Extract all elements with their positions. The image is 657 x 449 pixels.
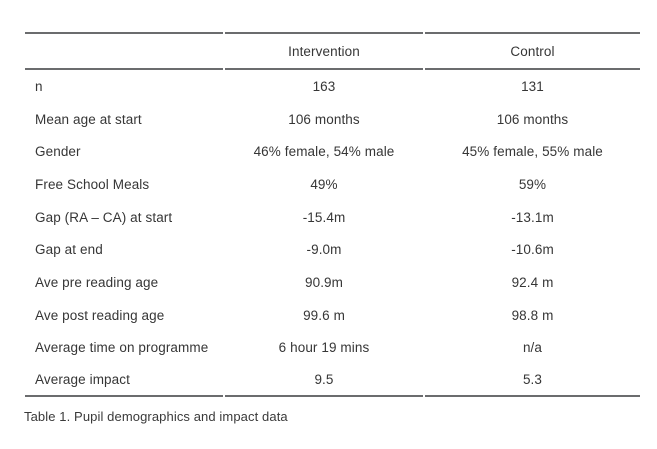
control-cell: 5.3 [425, 364, 640, 397]
row-label-cell: n [35, 78, 43, 94]
table-row: Ave pre reading age 90.9m 92.4 m [25, 266, 640, 299]
column-header-control: Control [425, 32, 640, 70]
row-label-cell: Gap (RA – CA) at start [35, 209, 173, 225]
intervention-cell: 6 hour 19 mins [278, 340, 370, 356]
table-row: n 163 131 [25, 70, 640, 103]
table-caption: Table 1. Pupil demographics and impact d… [24, 409, 288, 424]
row-label-cell: Ave pre reading age [35, 274, 159, 290]
intervention-cell: -9.0m [306, 242, 342, 258]
intervention-cell: -15.4m [302, 209, 346, 225]
control-cell: 92.4 m [511, 274, 554, 290]
control-cell: 98.8 m [511, 307, 554, 323]
table-row: Free School Meals 49% 59% [25, 168, 640, 201]
table-row: Gap at end -9.0m -10.6m [25, 233, 640, 266]
intervention-cell: 163 [312, 78, 336, 94]
intervention-cell: 49% [310, 176, 338, 192]
control-cell: n/a [522, 340, 543, 356]
control-cell: 59% [518, 176, 547, 192]
row-label-cell: Mean age at start [35, 111, 142, 127]
column-header-intervention: Intervention [225, 32, 423, 70]
row-label-cell: Ave post reading age [35, 307, 165, 323]
intervention-cell: 99.6 m [303, 307, 345, 323]
table-row: Gender 46% female, 54% male 45% female, … [25, 135, 640, 168]
row-label-cell: Free School Meals [35, 176, 150, 192]
column-header-empty [25, 32, 223, 70]
table-row: Average impact 9.5 5.3 [25, 364, 640, 397]
intervention-cell: 106 months [288, 111, 360, 127]
row-label-cell: Gender [35, 144, 81, 160]
intervention-cell: 46% female, 54% male [253, 144, 395, 160]
row-label-cell: Average impact [25, 364, 223, 397]
control-cell: -13.1m [511, 209, 554, 225]
table-container: Intervention Control n 163 131 Mean age … [23, 32, 640, 397]
header-row: Intervention Control [25, 32, 640, 70]
intervention-cell: 90.9m [304, 274, 344, 290]
control-cell: -10.6m [511, 242, 554, 258]
control-cell: 45% female, 55% male [462, 144, 603, 160]
row-label-cell: Average time on programme [35, 340, 209, 356]
row-label-cell: Gap at end [35, 242, 103, 258]
intervention-cell: 9.5 [225, 364, 423, 397]
control-cell: 106 months [496, 111, 569, 127]
table-row: Gap (RA – CA) at start -15.4m -13.1m [25, 201, 640, 234]
table-row: Average time on programme 6 hour 19 mins… [25, 332, 640, 365]
table-row: Ave post reading age 99.6 m 98.8 m [25, 299, 640, 332]
table-row: Mean age at start 106 months 106 months [25, 103, 640, 136]
control-cell: 131 [521, 78, 544, 94]
demographics-table: Intervention Control n 163 131 Mean age … [23, 32, 642, 397]
